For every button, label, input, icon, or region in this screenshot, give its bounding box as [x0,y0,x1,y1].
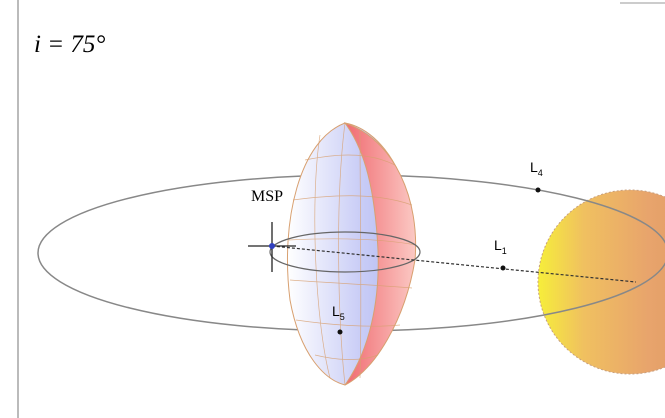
diagram: i = 75° MSP L1 L4 L5 [0,0,665,418]
title: i = 75° [34,31,105,58]
l4-point [536,188,541,193]
l5-point [338,330,343,335]
l1-sub: 1 [502,246,507,256]
l1-point [501,266,506,271]
msp-label: MSP [251,188,283,205]
l4-sub: 4 [538,168,543,178]
l4-main: L [530,159,538,175]
l4-label: L4 [530,159,543,178]
l1-main: L [494,237,502,253]
msp-point [269,243,275,249]
l1-label: L1 [494,237,507,256]
l5-main: L [332,303,340,319]
l5-sub: 5 [340,312,345,322]
